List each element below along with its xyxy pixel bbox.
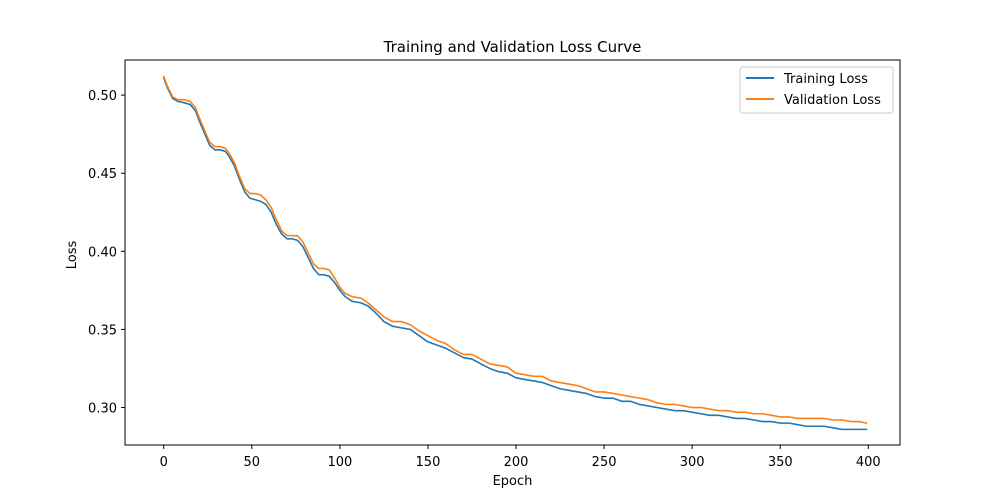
plot-area xyxy=(124,59,901,446)
x-tick-label: 150 xyxy=(416,455,441,470)
x-tick-label: 100 xyxy=(327,455,352,470)
x-tick-label: 400 xyxy=(856,455,881,470)
legend-label-training: Training Loss xyxy=(783,72,868,87)
validation-loss-line xyxy=(162,75,868,424)
x-tick-label: 250 xyxy=(592,455,617,470)
x-tick-label: 0 xyxy=(160,455,168,470)
x-tick-label: 50 xyxy=(244,455,261,470)
x-tick-label: 300 xyxy=(680,455,705,470)
y-tick-label: 0.35 xyxy=(88,323,117,338)
training-loss-line xyxy=(162,77,868,431)
legend-box xyxy=(739,66,894,114)
chart-title: Training and Validation Loss Curve xyxy=(383,38,642,56)
y-axis-title: Loss xyxy=(65,241,80,270)
y-tick-label: 0.40 xyxy=(88,245,117,260)
y-tick-label: 0.30 xyxy=(88,402,117,417)
x-tick-label: 200 xyxy=(504,455,529,470)
y-axis: 0.30 0.35 0.40 0.45 0.50 xyxy=(88,89,125,417)
y-tick-label: 0.50 xyxy=(88,89,117,104)
legend: Training Loss Validation Loss xyxy=(739,66,894,114)
axes-frame xyxy=(124,59,901,446)
x-axis-title: Epoch xyxy=(493,474,533,489)
series-layer xyxy=(162,75,868,431)
y-tick-label: 0.45 xyxy=(88,167,117,182)
x-tick-label: 350 xyxy=(768,455,793,470)
legend-label-validation: Validation Loss xyxy=(784,93,881,108)
x-axis: 0 50 100 150 200 250 300 350 400 xyxy=(160,445,881,470)
